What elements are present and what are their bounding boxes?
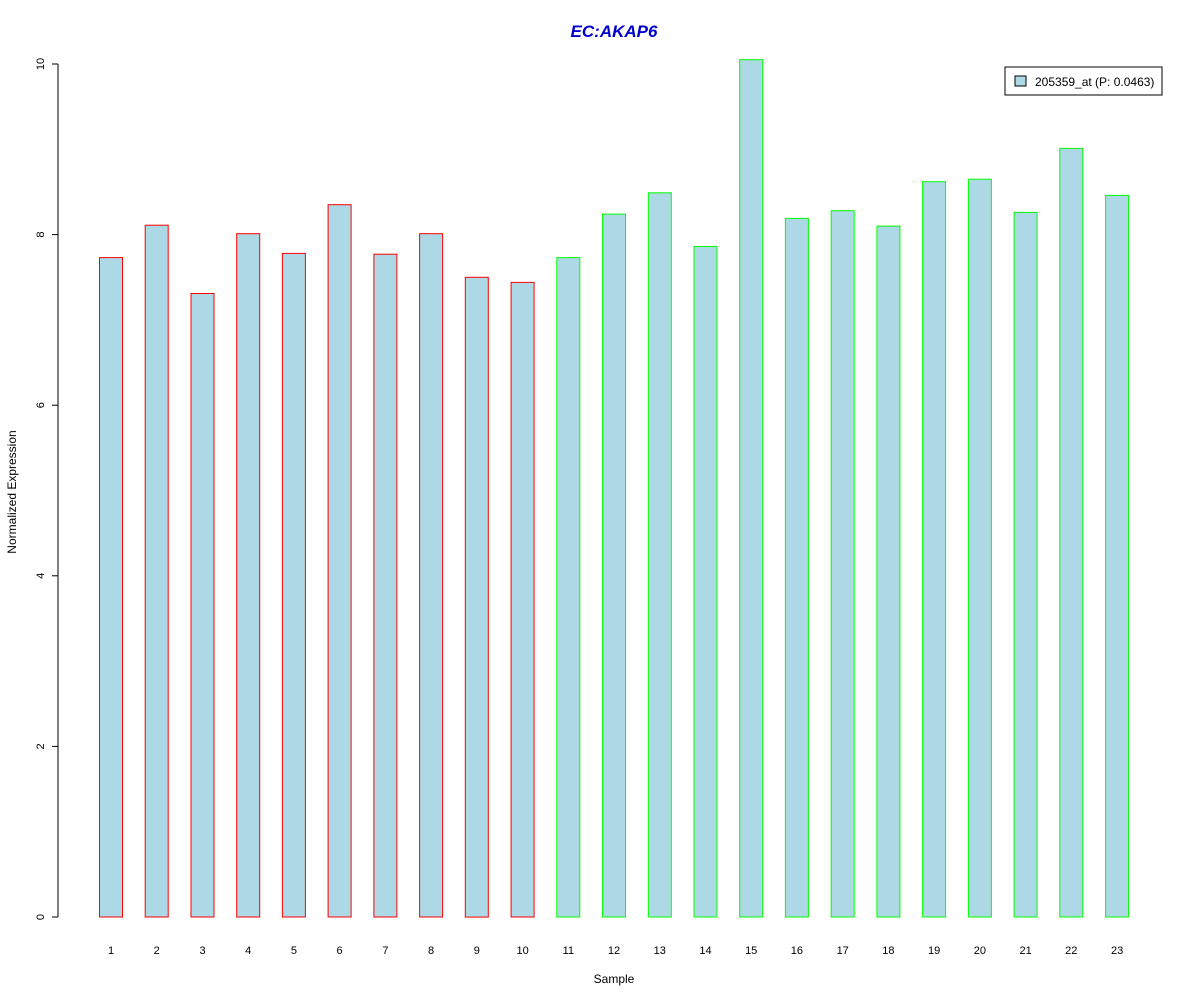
x-tick-label: 6 xyxy=(337,945,343,957)
bar-sample-4 xyxy=(236,233,261,918)
bar-sample-5 xyxy=(281,252,306,918)
bar-sample-15 xyxy=(739,59,764,918)
bar-sample-19 xyxy=(922,181,947,918)
x-tick-label: 20 xyxy=(974,945,986,957)
x-tick-label: 16 xyxy=(791,945,803,957)
y-axis: 0 2 4 6 8 10 xyxy=(35,58,59,920)
legend-box xyxy=(1004,66,1163,96)
x-tick-label: 19 xyxy=(928,945,940,957)
y-tick-label: 2 xyxy=(35,743,47,749)
bar-sample-16 xyxy=(784,217,809,918)
bar-series xyxy=(99,59,1130,918)
x-tick-label: 8 xyxy=(428,945,434,957)
bar-sample-12 xyxy=(602,213,626,918)
bar-sample-10 xyxy=(510,281,535,918)
x-tick-label: 22 xyxy=(1065,945,1077,957)
x-tick-label: 9 xyxy=(474,945,480,957)
y-tick-label: 8 xyxy=(35,232,47,238)
bar-sample-9 xyxy=(464,276,489,918)
x-tick-label: 12 xyxy=(608,945,620,957)
x-tick-label: 17 xyxy=(837,945,849,957)
x-tick-label: 14 xyxy=(699,945,711,957)
x-tick-label: 11 xyxy=(563,945,574,957)
chart-title: EC:AKAP6 xyxy=(571,22,658,41)
y-tick-label: 4 xyxy=(35,573,47,579)
bar-sample-3 xyxy=(190,293,215,918)
x-tick-label: 10 xyxy=(516,945,528,957)
bar-sample-1 xyxy=(99,257,123,918)
bar-sample-14 xyxy=(693,246,718,918)
x-axis-label: Sample xyxy=(594,972,635,986)
x-tick-label: 4 xyxy=(245,945,251,957)
y-tick-label: 0 xyxy=(35,914,47,920)
bar-sample-2 xyxy=(144,224,169,918)
legend-label: 205359_at (P: 0.0463) xyxy=(1035,75,1154,89)
x-tick-label: 18 xyxy=(882,945,894,957)
y-tick-label: 10 xyxy=(35,58,47,70)
x-tick-label: 7 xyxy=(382,945,388,957)
bar-sample-6 xyxy=(327,204,352,918)
x-tick-label: 21 xyxy=(1019,945,1031,957)
bar-sample-22 xyxy=(1059,147,1084,918)
bar-sample-8 xyxy=(419,233,444,918)
legend: 205359_at (P: 0.0463) xyxy=(1004,66,1163,96)
bar-sample-7 xyxy=(373,253,398,918)
x-tick-label: 13 xyxy=(654,945,666,957)
bar-sample-17 xyxy=(830,210,855,918)
bar-sample-21 xyxy=(1013,211,1038,918)
legend-swatch xyxy=(1014,75,1027,87)
x-tick-label: 2 xyxy=(154,945,160,957)
x-tick-label: 23 xyxy=(1111,945,1123,957)
bar-sample-20 xyxy=(967,178,992,918)
x-tick-label: 1 xyxy=(108,945,114,957)
bar-sample-11 xyxy=(556,257,581,918)
x-tick-label: 3 xyxy=(199,945,205,957)
y-axis-label: Normalized Expression xyxy=(5,430,19,553)
bar-sample-23 xyxy=(1105,194,1130,918)
bar-sample-18 xyxy=(876,225,901,918)
bar-sample-13 xyxy=(647,192,672,918)
x-tick-label: 15 xyxy=(745,945,757,957)
y-tick-label: 6 xyxy=(35,402,47,408)
x-tick-labels: 1 2 3 4 5 6 7 8 9 10 11 12 13 14 15 16 17 18 19 20 21 22 23 xyxy=(108,945,1123,957)
x-tick-label: 5 xyxy=(291,945,297,957)
